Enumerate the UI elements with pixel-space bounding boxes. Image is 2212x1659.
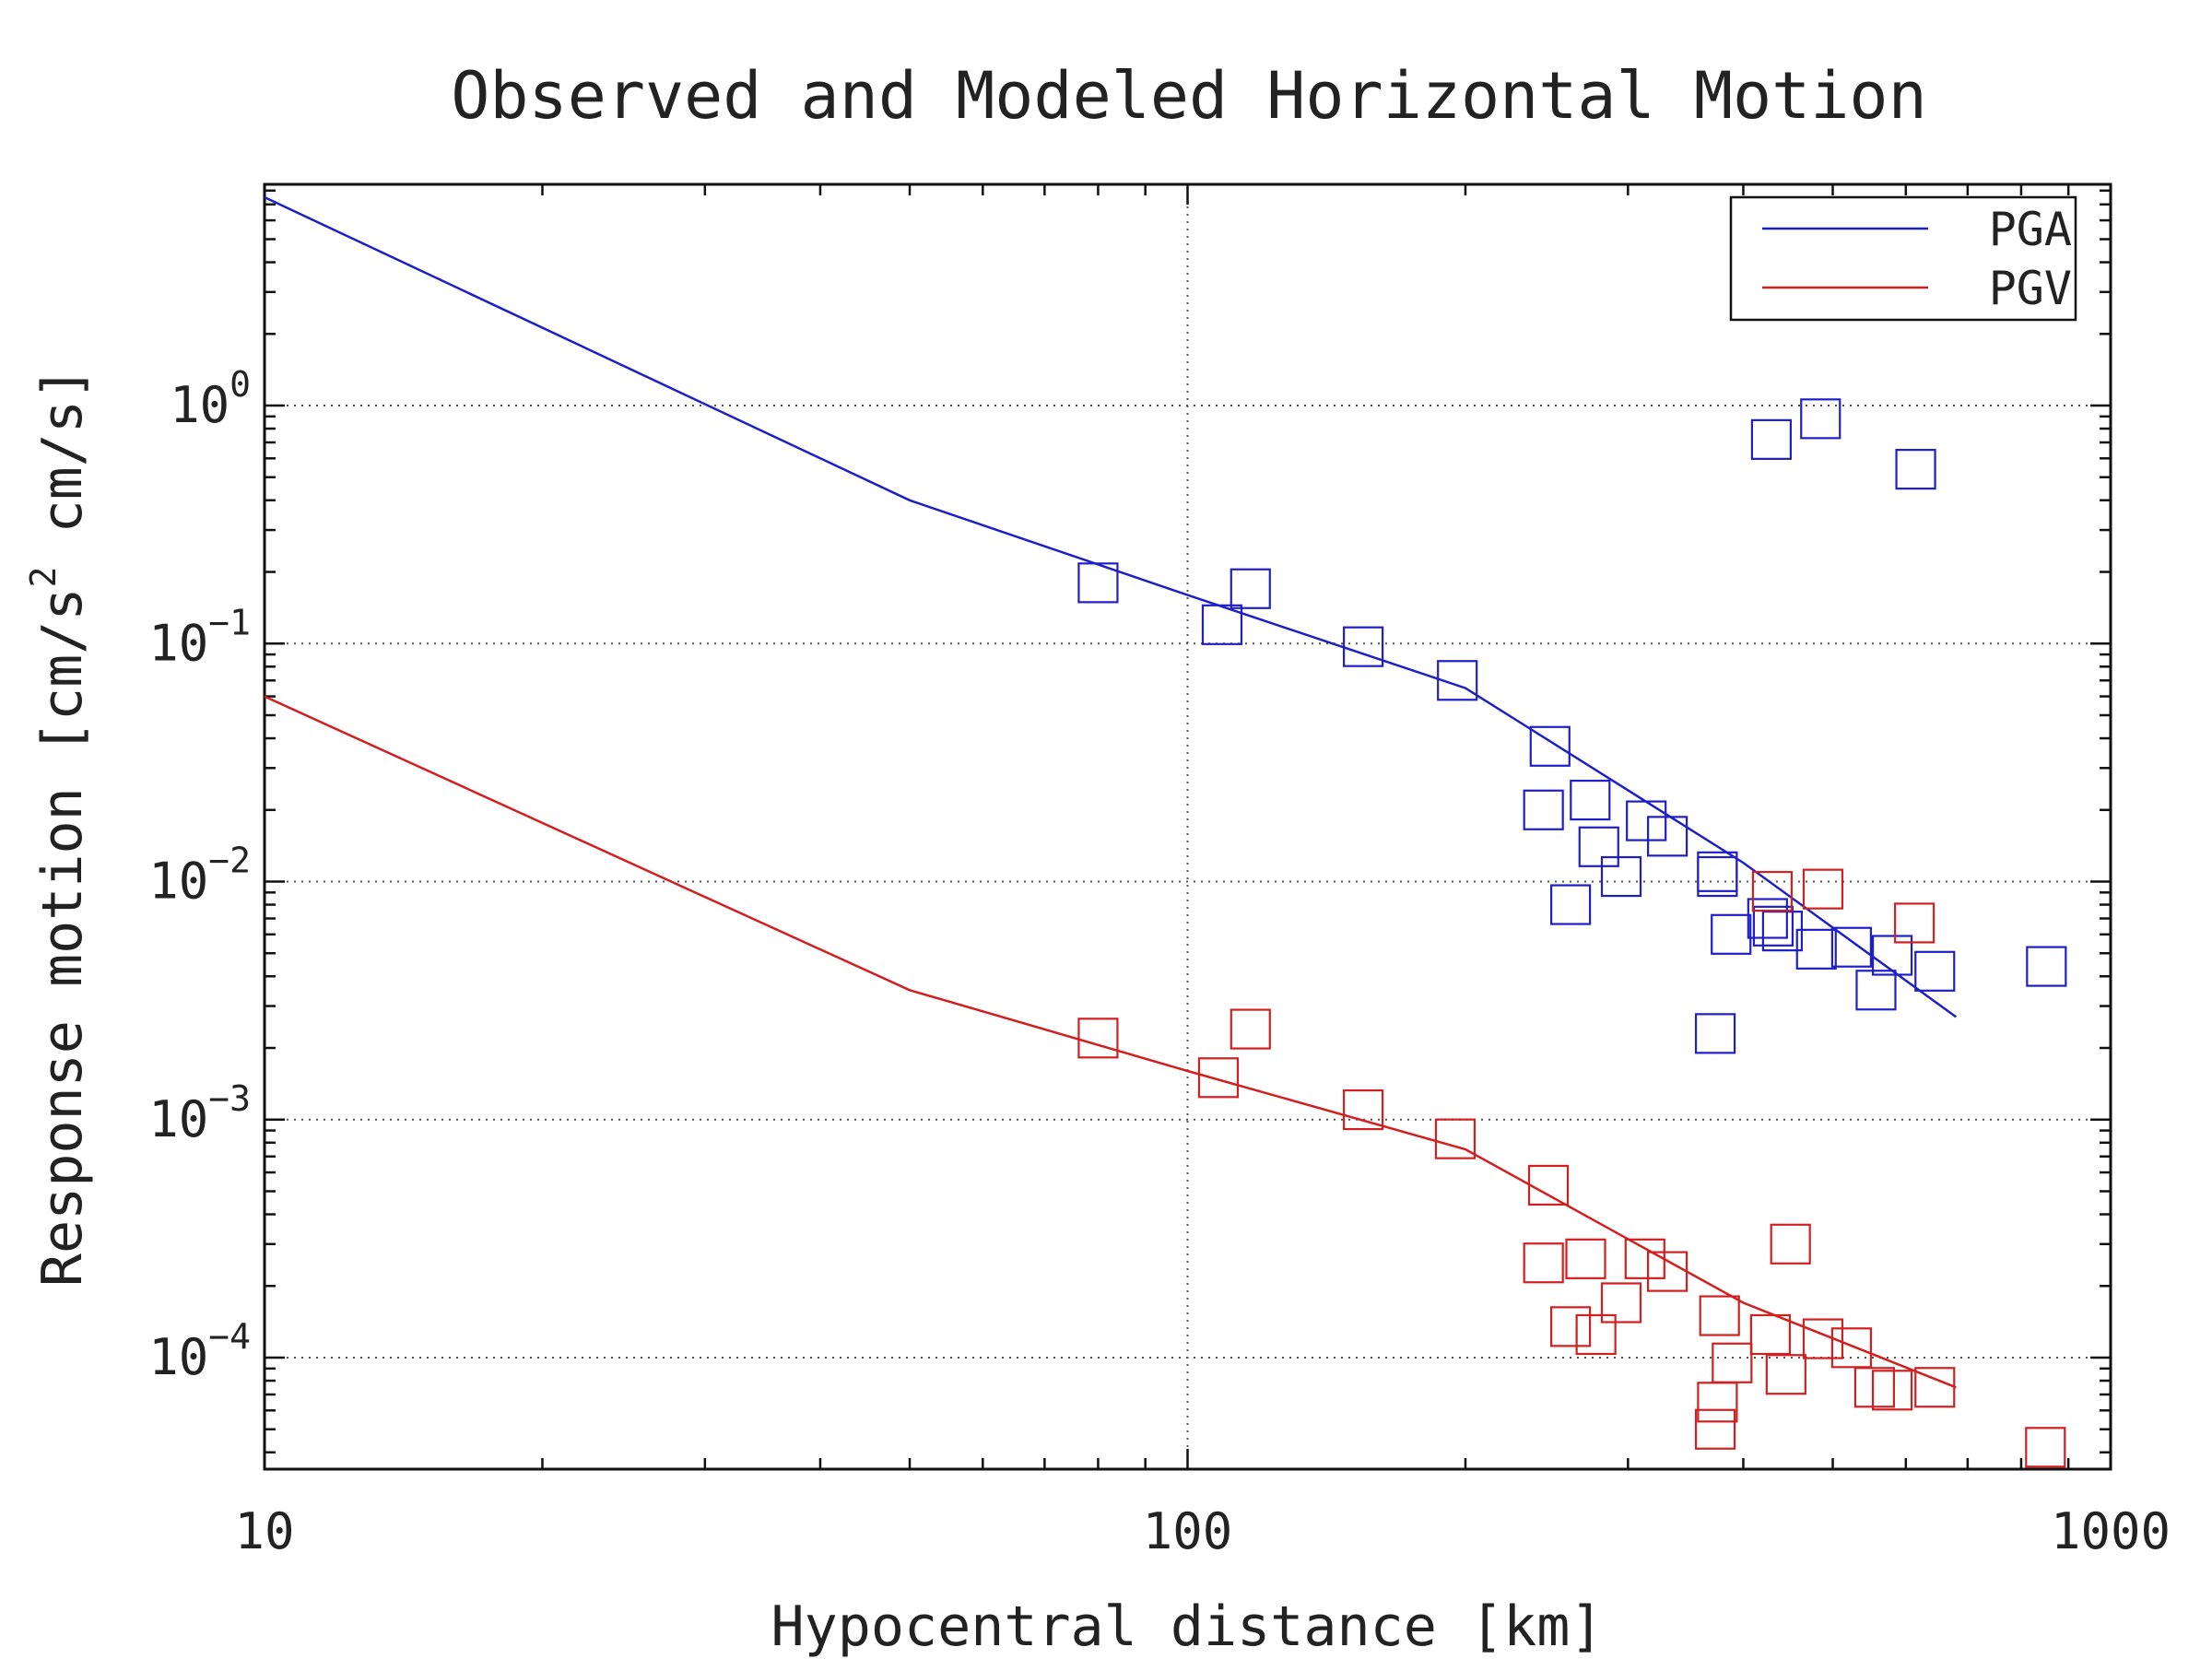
y-tick-label-base: 10 bbox=[148, 853, 208, 911]
data-point-pgv bbox=[1894, 902, 1936, 944]
data-point-pgv bbox=[1077, 1018, 1119, 1059]
data-point-pga bbox=[1523, 789, 1564, 830]
data-point-pgv bbox=[1343, 1088, 1384, 1131]
legend-box bbox=[1729, 195, 2077, 322]
data-point-pga bbox=[1626, 800, 1667, 841]
data-point-pgv bbox=[1914, 1367, 1956, 1408]
x-tick-label: 10 bbox=[234, 1502, 294, 1560]
y-axis-title: Response motion [cm/s2 cm/s] bbox=[23, 367, 95, 1287]
data-point-pga bbox=[1752, 905, 1794, 947]
data-point-pgv bbox=[1802, 1318, 1844, 1359]
data-point-pga bbox=[1549, 884, 1592, 925]
grid bbox=[265, 184, 2111, 1469]
data-point-pga bbox=[1871, 935, 1913, 976]
x-tick-label: 1000 bbox=[2051, 1502, 2171, 1560]
y-axis-title-part-a: Response motion [cm/s bbox=[30, 588, 95, 1288]
y-tick-label: 10−2 bbox=[148, 841, 251, 911]
data-point-pgv bbox=[1527, 1164, 1570, 1206]
y-tick-label-exponent: −3 bbox=[208, 1078, 251, 1119]
series bbox=[264, 195, 2067, 1468]
y-axis-title-superscript: 2 bbox=[23, 567, 64, 588]
data-point-pga bbox=[1750, 418, 1793, 460]
data-point-pga bbox=[1697, 855, 1738, 898]
data-point-pga bbox=[1077, 562, 1119, 604]
data-point-pgv bbox=[1523, 1242, 1564, 1284]
data-point-pgv bbox=[1765, 1354, 1806, 1395]
data-point-pgv bbox=[1600, 1282, 1642, 1324]
data-point-pgv bbox=[1434, 1118, 1477, 1159]
data-point-pga bbox=[1230, 568, 1271, 609]
data-point-pgv bbox=[1197, 1057, 1240, 1099]
data-point-pga bbox=[1578, 826, 1619, 867]
y-tick-label-exponent: −2 bbox=[208, 841, 251, 881]
data-point-pgv bbox=[1624, 1238, 1665, 1279]
data-point-pga bbox=[1600, 855, 1642, 898]
legend-label-pga: PGA bbox=[1989, 203, 2072, 256]
data-point-pga bbox=[1201, 604, 1243, 645]
data-point-pgv bbox=[1575, 1313, 1617, 1356]
data-point-pga bbox=[1529, 725, 1571, 767]
y-tick-label-exponent: 0 bbox=[229, 364, 251, 405]
data-point-pgv bbox=[1871, 1370, 1913, 1411]
data-point-pgv bbox=[1802, 868, 1844, 910]
y-tick-label: 10−4 bbox=[148, 1316, 251, 1386]
data-point-pgv bbox=[1853, 1367, 1896, 1408]
data-point-pga bbox=[2026, 946, 2067, 987]
data-point-pgv bbox=[2025, 1427, 2066, 1468]
legend-label-pgv: PGV bbox=[1989, 262, 2072, 315]
data-point-pga bbox=[1830, 926, 1873, 968]
data-point-pgv bbox=[1565, 1238, 1606, 1279]
x-tick-label: 100 bbox=[1143, 1502, 1233, 1560]
y-tick-label-base: 10 bbox=[170, 376, 229, 434]
data-point-pga bbox=[1895, 449, 1936, 490]
data-point-pga bbox=[1343, 626, 1384, 667]
data-point-pga bbox=[1711, 913, 1752, 955]
axis-ticks bbox=[263, 184, 2111, 1469]
data-point-pgv bbox=[1230, 1008, 1271, 1050]
model-line-pgv bbox=[264, 695, 1957, 1389]
y-axis-title-part-b: cm/s] bbox=[30, 367, 95, 567]
model-line-pga bbox=[264, 195, 1958, 1018]
y-tick-label-exponent: −1 bbox=[208, 602, 251, 642]
y-tick-label-exponent: −4 bbox=[208, 1316, 251, 1357]
data-point-pga bbox=[1800, 398, 1841, 440]
data-point-pga bbox=[1747, 898, 1788, 939]
data-point-pga bbox=[1647, 816, 1688, 857]
x-axis-title: Hypocentral distance [km] bbox=[771, 1594, 1603, 1659]
chart-title: Observed and Modeled Horizontal Motion bbox=[451, 58, 1926, 134]
data-point-pga bbox=[1795, 928, 1837, 970]
data-point-pga bbox=[1437, 660, 1478, 701]
data-point-pgv bbox=[1749, 1313, 1791, 1356]
data-point-pga bbox=[1914, 950, 1956, 992]
data-point-pgv bbox=[1830, 1327, 1873, 1369]
y-tick-label-base: 10 bbox=[148, 1090, 208, 1148]
y-tick-label-base: 10 bbox=[148, 614, 208, 672]
data-point-pgv bbox=[1647, 1251, 1688, 1292]
data-point-pga bbox=[1570, 779, 1611, 821]
data-point-pgv bbox=[1694, 1408, 1736, 1450]
data-point-pgv bbox=[1751, 870, 1794, 912]
y-tick-label-base: 10 bbox=[148, 1328, 208, 1386]
data-point-pgv bbox=[1712, 1342, 1753, 1383]
y-tick-label: 10−3 bbox=[148, 1078, 251, 1148]
y-tick-label: 100 bbox=[170, 364, 251, 434]
data-point-pga bbox=[1855, 970, 1897, 1011]
y-tick-label: 10−1 bbox=[148, 602, 251, 672]
data-point-pga bbox=[1694, 1013, 1736, 1054]
data-point-pgv bbox=[1770, 1223, 1811, 1265]
data-point-pgv bbox=[1549, 1306, 1592, 1347]
data-point-pgv bbox=[1699, 1295, 1740, 1336]
legend: PGA PGV bbox=[1729, 195, 2077, 322]
